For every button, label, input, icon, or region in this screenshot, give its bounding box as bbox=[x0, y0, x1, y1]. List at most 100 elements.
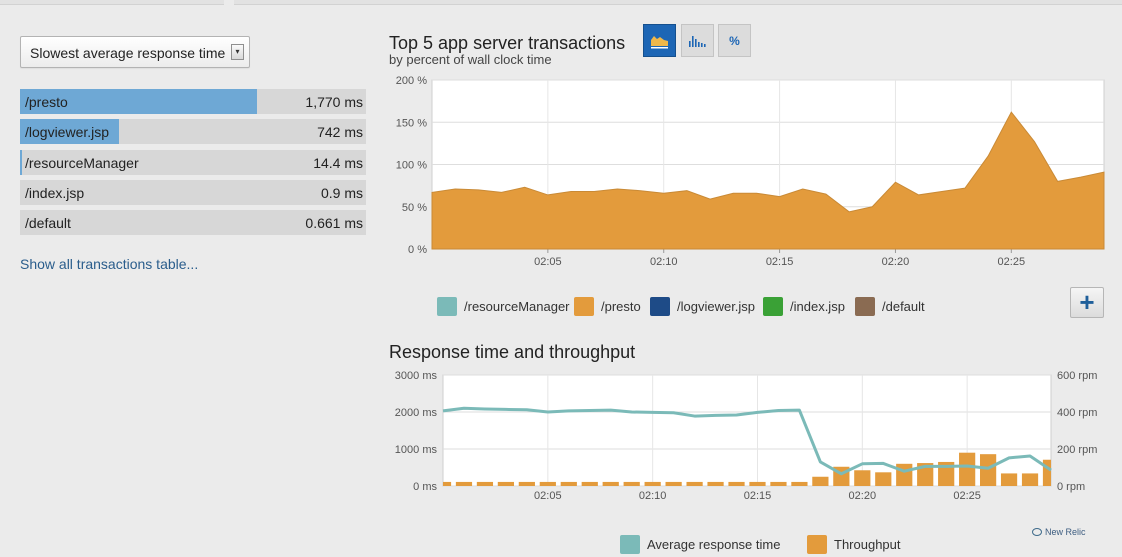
transaction-row-index[interactable]: /index.jsp 0.9 ms bbox=[20, 180, 366, 205]
throughput-bar bbox=[455, 481, 473, 486]
y-tick-label: 0 ms bbox=[413, 481, 437, 493]
legend-swatch bbox=[437, 297, 457, 316]
legend-swatch bbox=[855, 297, 875, 316]
y-tick-label: 50 % bbox=[402, 202, 427, 214]
x-tick-label: 02:10 bbox=[639, 490, 667, 500]
x-tick-label: 02:05 bbox=[534, 256, 562, 268]
x-tick-label: 02:05 bbox=[534, 490, 562, 500]
y-tick-label: 1000 ms bbox=[395, 444, 438, 456]
throughput-bar bbox=[791, 481, 808, 486]
legend-swatch bbox=[807, 535, 827, 554]
transaction-value: 14.4 ms bbox=[313, 155, 363, 171]
transaction-name: /logviewer.jsp bbox=[25, 124, 110, 140]
y-tick-label: 100 % bbox=[396, 160, 427, 172]
top-border bbox=[0, 0, 1122, 5]
x-tick-label: 02:15 bbox=[744, 490, 772, 500]
transaction-value: 0.661 ms bbox=[305, 215, 363, 231]
chart-title: Top 5 app server transactions bbox=[389, 33, 626, 53]
y-tick-label: 0 % bbox=[408, 244, 427, 256]
chart-subtitle: by percent of wall clock time bbox=[389, 52, 552, 67]
transaction-row-logviewer[interactable]: /logviewer.jsp 742 ms bbox=[20, 119, 366, 144]
throughput-bar bbox=[665, 481, 682, 486]
legend-label: /default bbox=[882, 299, 925, 314]
response-throughput-chart: 0 ms 1000 ms 2000 ms 3000 ms 0 rpm 200 rpm 400… bbox=[395, 370, 1098, 500]
legend-swatch bbox=[763, 297, 783, 316]
transaction-name: /presto bbox=[25, 94, 68, 110]
throughput-bar bbox=[812, 476, 829, 486]
show-all-transactions-link[interactable]: Show all transactions table... bbox=[20, 256, 199, 272]
sort-dropdown[interactable]: Slowest average response time ▾ bbox=[20, 36, 250, 68]
transaction-name: /resourceManager bbox=[25, 155, 139, 171]
x-tick-label: 02:20 bbox=[849, 490, 877, 500]
transaction-name: /index.jsp bbox=[25, 185, 85, 201]
throughput-bar bbox=[443, 481, 452, 486]
transaction-value: 742 ms bbox=[317, 124, 363, 140]
y2-tick-label: 600 rpm bbox=[1057, 370, 1097, 382]
legend-label: Average response time bbox=[647, 537, 781, 552]
add-chart-button[interactable]: + bbox=[1070, 287, 1104, 318]
transaction-row-default[interactable]: /default 0.661 ms bbox=[20, 210, 366, 235]
throughput-bar bbox=[959, 452, 976, 486]
transaction-bar bbox=[20, 119, 120, 144]
y2-tick-label: 400 rpm bbox=[1057, 407, 1097, 419]
percent-icon: % bbox=[729, 34, 740, 48]
throughput-bar bbox=[539, 481, 556, 486]
x-tick-label: 02:15 bbox=[766, 256, 794, 268]
throughput-bar bbox=[518, 481, 535, 486]
x-tick-label: 02:25 bbox=[998, 256, 1026, 268]
y-tick-label: 200 % bbox=[396, 75, 427, 87]
transaction-name: /default bbox=[25, 215, 71, 231]
legend-swatch bbox=[620, 535, 640, 554]
transaction-value: 0.9 ms bbox=[320, 185, 363, 201]
response-time-line bbox=[442, 406, 1052, 476]
area-chart-button[interactable] bbox=[643, 24, 676, 57]
throughput-bar bbox=[770, 481, 787, 486]
throughput-bar bbox=[1042, 459, 1051, 486]
new-relic-text: New Relic bbox=[1045, 527, 1086, 537]
throughput-bar bbox=[644, 481, 661, 486]
transaction-bar bbox=[20, 89, 257, 114]
bar-chart-button[interactable] bbox=[681, 24, 714, 57]
throughput-bar bbox=[623, 481, 640, 486]
transaction-row-presto[interactable]: /presto 1,770 ms bbox=[20, 89, 366, 114]
new-relic-icon bbox=[1032, 528, 1042, 536]
throughput-bar bbox=[1000, 473, 1018, 486]
percent-button[interactable]: % bbox=[718, 24, 751, 57]
throughput-bar bbox=[686, 481, 703, 486]
y-tick-label: 150 % bbox=[396, 117, 427, 129]
throughput-bar bbox=[854, 470, 871, 486]
transaction-bar bbox=[20, 150, 22, 175]
x-tick-label: 02:10 bbox=[650, 256, 678, 268]
throughput-bar bbox=[979, 454, 997, 486]
y2-tick-label: 0 rpm bbox=[1057, 481, 1085, 493]
legend-label: /logviewer.jsp bbox=[677, 299, 756, 314]
legend-label: /index.jsp bbox=[790, 299, 845, 314]
throughput-bar bbox=[875, 472, 892, 486]
throughput-bar bbox=[707, 481, 724, 486]
chevron-down-icon[interactable]: ▾ bbox=[231, 44, 244, 60]
y-tick-label: 2000 ms bbox=[395, 407, 438, 419]
y-tick-label: 3000 ms bbox=[395, 370, 438, 382]
transactions-area-chart: 0 % 50 % 100 % 150 % 200 % 02:05 02:10 02:15 02:… bbox=[396, 75, 1105, 268]
bar-chart-icon bbox=[689, 36, 706, 47]
throughput-bar bbox=[749, 481, 766, 486]
sort-dropdown-value: Slowest average response time bbox=[30, 45, 226, 61]
throughput-bar bbox=[602, 481, 619, 486]
x-tick-label: 02:20 bbox=[882, 256, 910, 268]
legend-swatch bbox=[574, 297, 594, 316]
throughput-bar bbox=[476, 481, 494, 486]
throughput-bar bbox=[1021, 473, 1039, 486]
y2-tick-label: 200 rpm bbox=[1057, 444, 1097, 456]
area-chart-icon bbox=[651, 36, 668, 49]
chart-title: Response time and throughput bbox=[389, 342, 636, 362]
throughput-bar bbox=[497, 481, 515, 486]
legend-label: /presto bbox=[601, 299, 641, 314]
throughput-bar bbox=[938, 461, 955, 486]
throughput-bar bbox=[728, 481, 745, 486]
legend-label: Throughput bbox=[834, 537, 901, 552]
throughput-bar bbox=[896, 463, 913, 486]
transaction-row-resourcemanager[interactable]: /resourceManager 14.4 ms bbox=[20, 150, 366, 175]
legend-label: /resourceManager bbox=[464, 299, 570, 314]
throughput-bar bbox=[560, 481, 577, 486]
series-area-presto bbox=[431, 111, 1105, 250]
